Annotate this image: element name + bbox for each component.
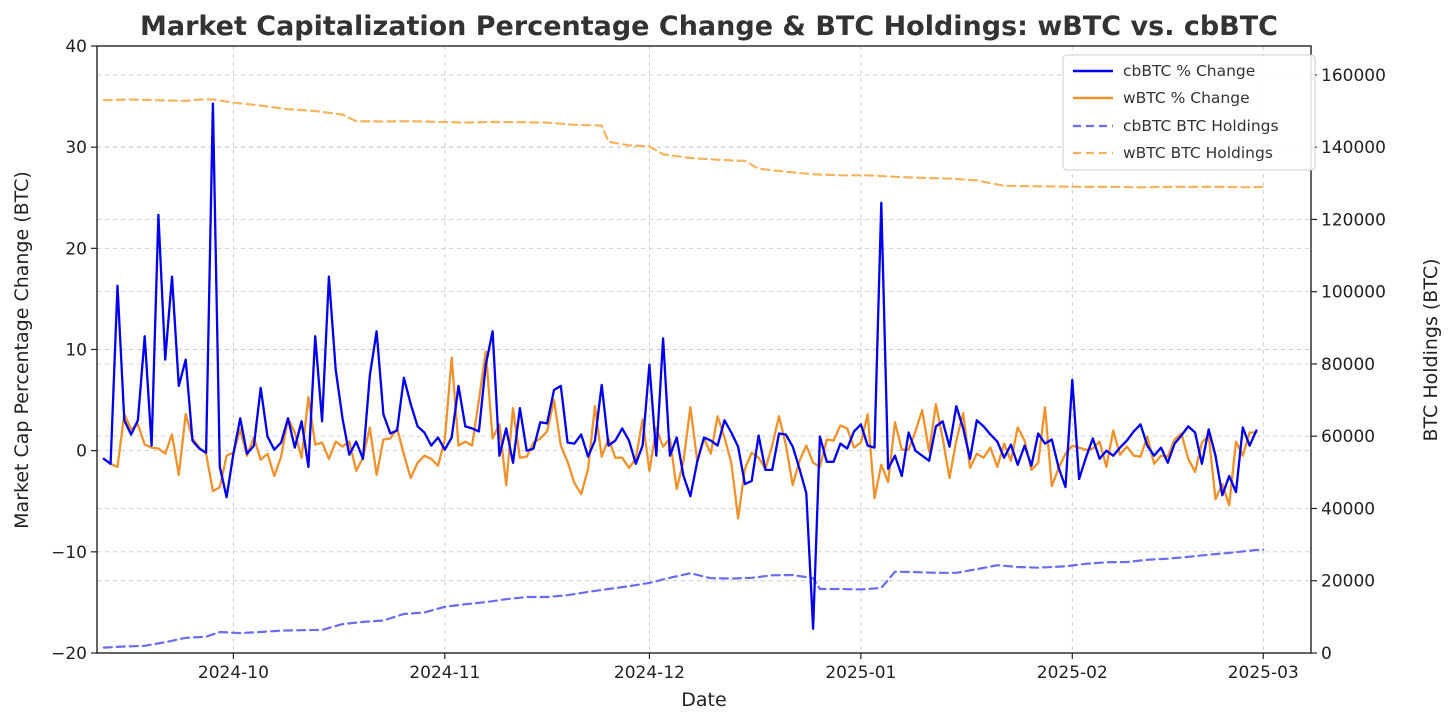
chart-title: Market Capitalization Percentage Change … bbox=[140, 11, 1278, 42]
y-right-tick-label: 120000 bbox=[1321, 210, 1386, 230]
y-right-tick-label: 140000 bbox=[1321, 138, 1386, 158]
y-left-tick-label: 30 bbox=[65, 138, 87, 158]
y-axis-left-label: Market Cap Percentage Change (BTC) bbox=[11, 171, 33, 529]
tick-layer: 2024-10 2024-11 2024-12 2025-01 2025-02 2025-… bbox=[51, 37, 1386, 683]
y-axis-right-label: BTC Holdings (BTC) bbox=[1420, 258, 1442, 441]
x-tick-label: 2024-10 bbox=[198, 663, 269, 683]
y-left-tick-label: 20 bbox=[65, 239, 87, 259]
y-left-tick-label: 40 bbox=[65, 37, 87, 57]
x-tick-label: 2024-12 bbox=[614, 663, 685, 683]
legend-label-cbbtc-holdings: cbBTC BTC Holdings bbox=[1123, 117, 1279, 135]
legend-label-cbbtc-change: cbBTC % Change bbox=[1123, 62, 1255, 80]
y-left-tick-label: −10 bbox=[51, 543, 87, 563]
y-right-tick-label: 160000 bbox=[1321, 66, 1386, 86]
legend: cbBTC % Change wBTC % Change cbBTC BTC H… bbox=[1062, 54, 1316, 171]
y-left-tick-label: 0 bbox=[76, 442, 87, 462]
y-left-tick-label: 10 bbox=[65, 341, 87, 361]
y-right-tick-label: 20000 bbox=[1321, 572, 1375, 592]
x-tick-label: 2025-01 bbox=[825, 663, 896, 683]
series-line-wbtc-change bbox=[102, 350, 1258, 520]
series-line-wbtc-btc-holdings bbox=[102, 98, 1265, 189]
y-right-tick-label: 80000 bbox=[1321, 355, 1375, 375]
y-right-tick-label: 60000 bbox=[1321, 427, 1375, 447]
x-axis-label: Date bbox=[681, 689, 726, 711]
y-right-tick-label: 100000 bbox=[1321, 283, 1386, 303]
series-line-cbbtc-btc-holdings bbox=[102, 548, 1265, 649]
series-line-cbbtc-change bbox=[102, 102, 1258, 630]
legend-box bbox=[1062, 54, 1316, 171]
legend-label-wbtc-change: wBTC % Change bbox=[1123, 89, 1250, 107]
x-tick-label: 2025-02 bbox=[1037, 663, 1108, 683]
y-left-tick-label: −20 bbox=[51, 644, 87, 664]
series-layer bbox=[102, 98, 1265, 649]
y-right-tick-label: 40000 bbox=[1321, 499, 1375, 519]
x-tick-label: 2025-03 bbox=[1228, 663, 1299, 683]
y-right-tick-label: 0 bbox=[1321, 644, 1332, 664]
x-tick-label: 2024-11 bbox=[409, 663, 480, 683]
legend-label-wbtc-holdings: wBTC BTC Holdings bbox=[1123, 144, 1273, 162]
